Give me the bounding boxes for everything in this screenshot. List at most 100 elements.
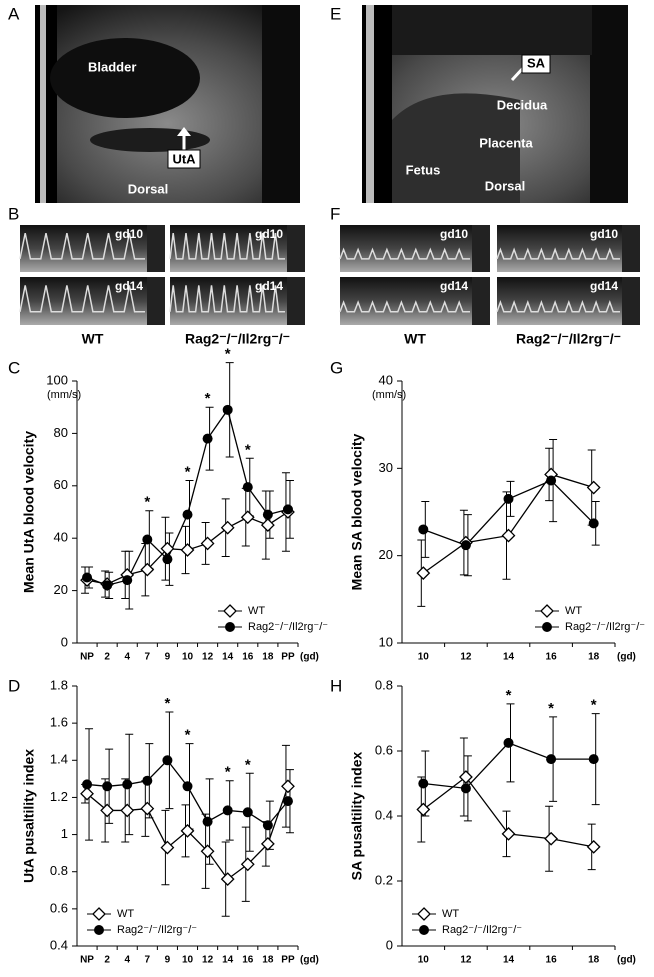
y-tick-label: 0.2 bbox=[375, 872, 393, 887]
marker bbox=[142, 534, 153, 545]
marker bbox=[416, 802, 431, 817]
marker bbox=[223, 604, 237, 618]
doppler-label: gd10 bbox=[590, 227, 618, 241]
marker bbox=[220, 520, 235, 535]
doppler-wave bbox=[339, 300, 470, 313]
y-tick-label: 10 bbox=[379, 634, 393, 649]
image-label: UtA bbox=[172, 151, 196, 166]
doppler-scale bbox=[622, 225, 640, 272]
x-unit: (gd) bbox=[617, 652, 636, 663]
doppler-label: gd14 bbox=[440, 279, 468, 293]
marker bbox=[80, 786, 94, 801]
image-label: Placenta bbox=[479, 135, 533, 150]
marker bbox=[588, 754, 599, 765]
x-tick-label: 10 bbox=[418, 955, 430, 966]
marker bbox=[586, 480, 601, 495]
group-label: WT bbox=[404, 331, 426, 347]
legend-label: WT bbox=[117, 908, 134, 920]
chart: 0 20 40 60 80 100 NP 2 4 7 9 10 12 14 16 18 PP (gd) (mm/s)… bbox=[21, 346, 329, 663]
x-tick-label: PP bbox=[281, 652, 295, 663]
doppler-wave bbox=[339, 247, 470, 260]
group-label: WT bbox=[82, 331, 104, 347]
significance: * bbox=[548, 700, 554, 717]
doppler-scale bbox=[147, 277, 165, 325]
marker bbox=[588, 518, 599, 529]
marker bbox=[542, 622, 552, 632]
panel-label: H bbox=[330, 676, 342, 695]
x-tick-label: 9 bbox=[165, 652, 171, 663]
significance: * bbox=[245, 756, 251, 773]
x-unit: (gd) bbox=[617, 955, 636, 966]
y-tick-label: 60 bbox=[54, 477, 68, 492]
y-tick-label: 0.4 bbox=[375, 807, 393, 822]
panel-label: E bbox=[330, 4, 341, 23]
x-tick-label: 12 bbox=[202, 955, 214, 966]
marker bbox=[120, 803, 135, 818]
marker bbox=[458, 770, 473, 784]
y-tick-label: 0.8 bbox=[50, 863, 68, 878]
y-tick-label: 1.2 bbox=[50, 789, 68, 804]
marker bbox=[162, 554, 173, 565]
marker bbox=[92, 907, 106, 921]
doppler-strip bbox=[170, 277, 305, 325]
x-tick-label: 16 bbox=[546, 652, 558, 663]
significance: * bbox=[225, 346, 231, 363]
doppler-strip bbox=[20, 225, 165, 272]
x-tick-label: 18 bbox=[262, 955, 274, 966]
doppler-wave bbox=[496, 247, 620, 260]
marker bbox=[240, 857, 255, 872]
marker bbox=[418, 778, 429, 789]
marker bbox=[240, 510, 255, 525]
significance: * bbox=[185, 464, 191, 481]
marker bbox=[225, 622, 235, 632]
image-label: Bladder bbox=[88, 59, 136, 74]
y-tick-label: 100 bbox=[46, 372, 68, 387]
chart: 10 20 30 40 10 12 14 16 18 (gd) (mm/s) Mean SA bloo… bbox=[349, 372, 646, 662]
y-tick-label: 1.4 bbox=[50, 752, 68, 767]
marker bbox=[102, 781, 113, 792]
y-tick-label: 20 bbox=[54, 582, 68, 597]
y-unit: (mm/s) bbox=[47, 389, 81, 401]
marker bbox=[419, 925, 429, 935]
doppler-strip bbox=[20, 277, 165, 325]
ultrasound-image: SA Decidua Placenta Fetus Dorsal bbox=[362, 5, 628, 203]
significance: * bbox=[205, 390, 211, 407]
significance: * bbox=[591, 697, 597, 714]
panel-label: G bbox=[330, 358, 343, 377]
marker bbox=[242, 807, 253, 818]
panel-label: C bbox=[8, 358, 20, 377]
y-tick-label: 0 bbox=[61, 634, 68, 649]
marker bbox=[222, 404, 233, 415]
doppler-wave bbox=[169, 285, 285, 313]
marker bbox=[503, 493, 514, 504]
marker bbox=[182, 509, 193, 520]
marker bbox=[122, 575, 133, 586]
chart: 0 0.2 0.4 0.6 0.8 10 12 14 16 18 (gd) SA pusaltilit… bbox=[349, 677, 636, 965]
image-label: Fetus bbox=[406, 162, 441, 177]
marker bbox=[460, 540, 471, 551]
doppler-wave bbox=[496, 299, 620, 313]
series-line bbox=[422, 473, 594, 574]
legend-label: Rag2⁻/⁻/Il2rg⁻/⁻ bbox=[442, 924, 522, 936]
doppler-scale bbox=[287, 277, 305, 325]
doppler-images: gd10 gd14 WT gd10 gd14 Rag2⁻/⁻/Il2rg⁻/⁻ gd10 gd… bbox=[19, 225, 640, 347]
panel-label: B bbox=[8, 204, 19, 223]
x-tick-label: 12 bbox=[460, 652, 472, 663]
legend-label: Rag2⁻/⁻/Il2rg⁻/⁻ bbox=[565, 621, 645, 633]
doppler-label: gd10 bbox=[115, 227, 143, 241]
doppler-wave bbox=[169, 233, 285, 260]
marker bbox=[220, 872, 235, 887]
y-axis-title: SA pusaltility index bbox=[349, 751, 365, 880]
group-label: Rag2⁻/⁻/Il2rg⁻/⁻ bbox=[516, 331, 621, 347]
marker bbox=[546, 754, 557, 765]
marker bbox=[140, 562, 155, 577]
y-tick-label: 0.6 bbox=[50, 900, 68, 915]
x-tick-label: 12 bbox=[202, 652, 214, 663]
marker bbox=[180, 823, 195, 838]
panel-label: F bbox=[330, 204, 340, 223]
x-tick-label: 16 bbox=[242, 955, 254, 966]
y-unit: (mm/s) bbox=[372, 389, 406, 401]
doppler-scale bbox=[147, 225, 165, 272]
y-axis-title: UtA pusaltility index bbox=[21, 749, 37, 883]
